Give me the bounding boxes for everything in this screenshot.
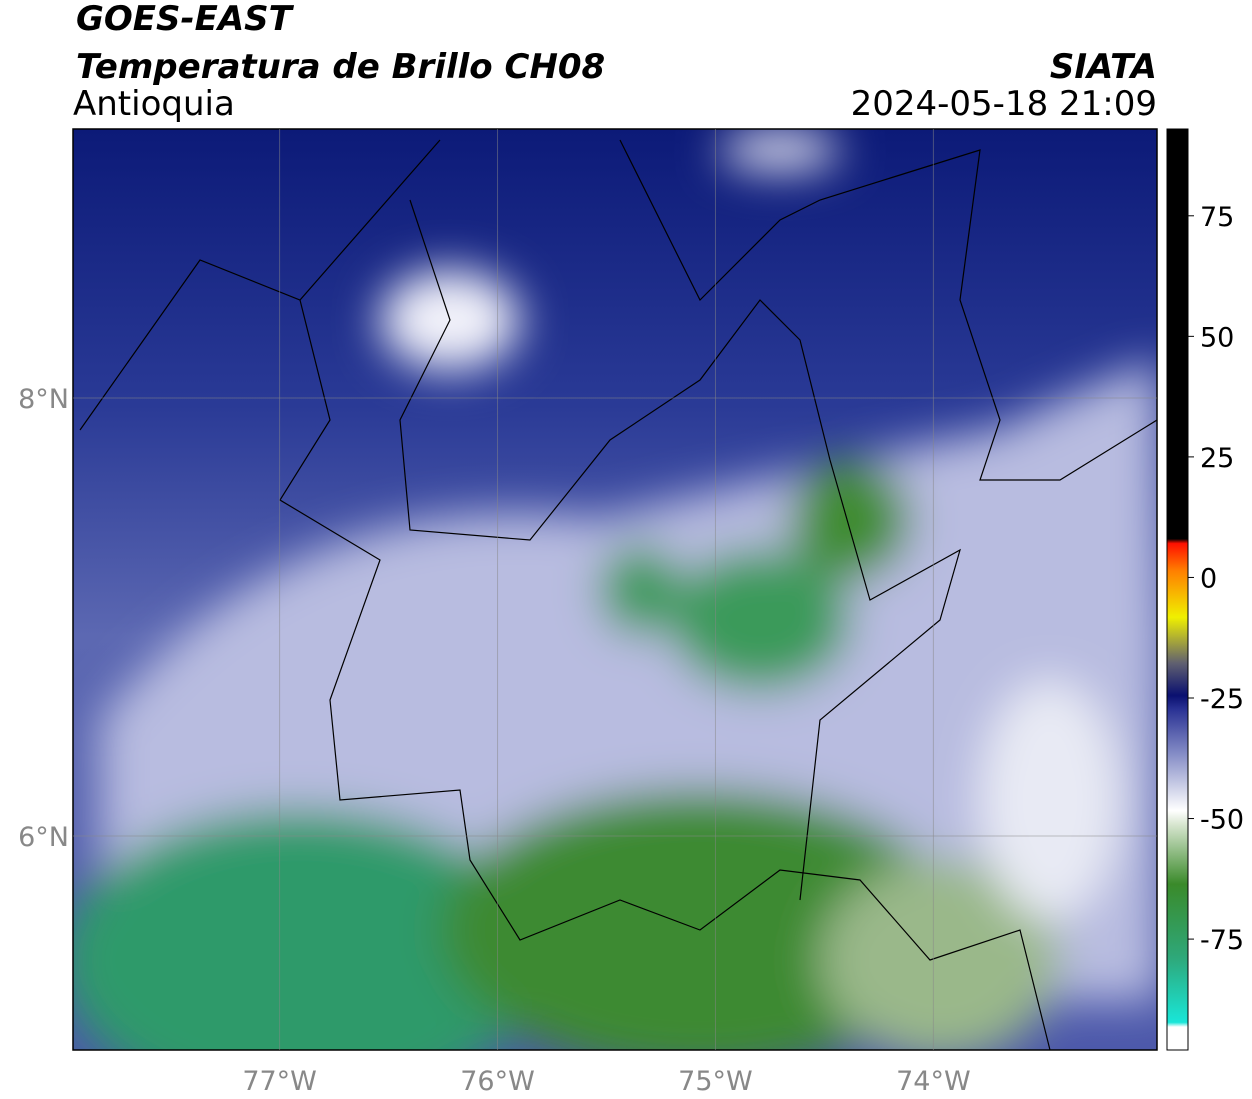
colorbar-tick-label: -75 (1200, 925, 1244, 956)
x-tick-label: 76°W (460, 1066, 535, 1097)
region: Antioquia (73, 84, 235, 124)
datetime: 2024-05-18 21:09 (851, 84, 1157, 124)
subtitle: Temperatura de Brillo CH08 (76, 47, 605, 87)
colorbar-tick-label: 0 (1200, 563, 1217, 594)
source: SIATA (1050, 47, 1157, 87)
map-frame (72, 128, 1158, 1051)
y-tick-label: 8°N (18, 384, 69, 415)
colorbar-tick-label: -50 (1200, 805, 1244, 836)
x-tick-label: 75°W (678, 1066, 753, 1097)
y-tick-label: 6°N (18, 822, 69, 853)
title: GOES-EAST (76, 0, 295, 39)
colorbar (1166, 128, 1189, 1051)
x-tick-label: 77°W (242, 1066, 317, 1097)
colorbar-tick-label: -25 (1200, 684, 1244, 715)
colorbar-tick-label: 75 (1200, 202, 1234, 233)
colorbar-tick-label: 50 (1200, 322, 1234, 353)
satellite-image (73, 129, 1157, 1050)
colorbar-tick-label: 25 (1200, 443, 1234, 474)
x-tick-label: 74°W (896, 1066, 971, 1097)
